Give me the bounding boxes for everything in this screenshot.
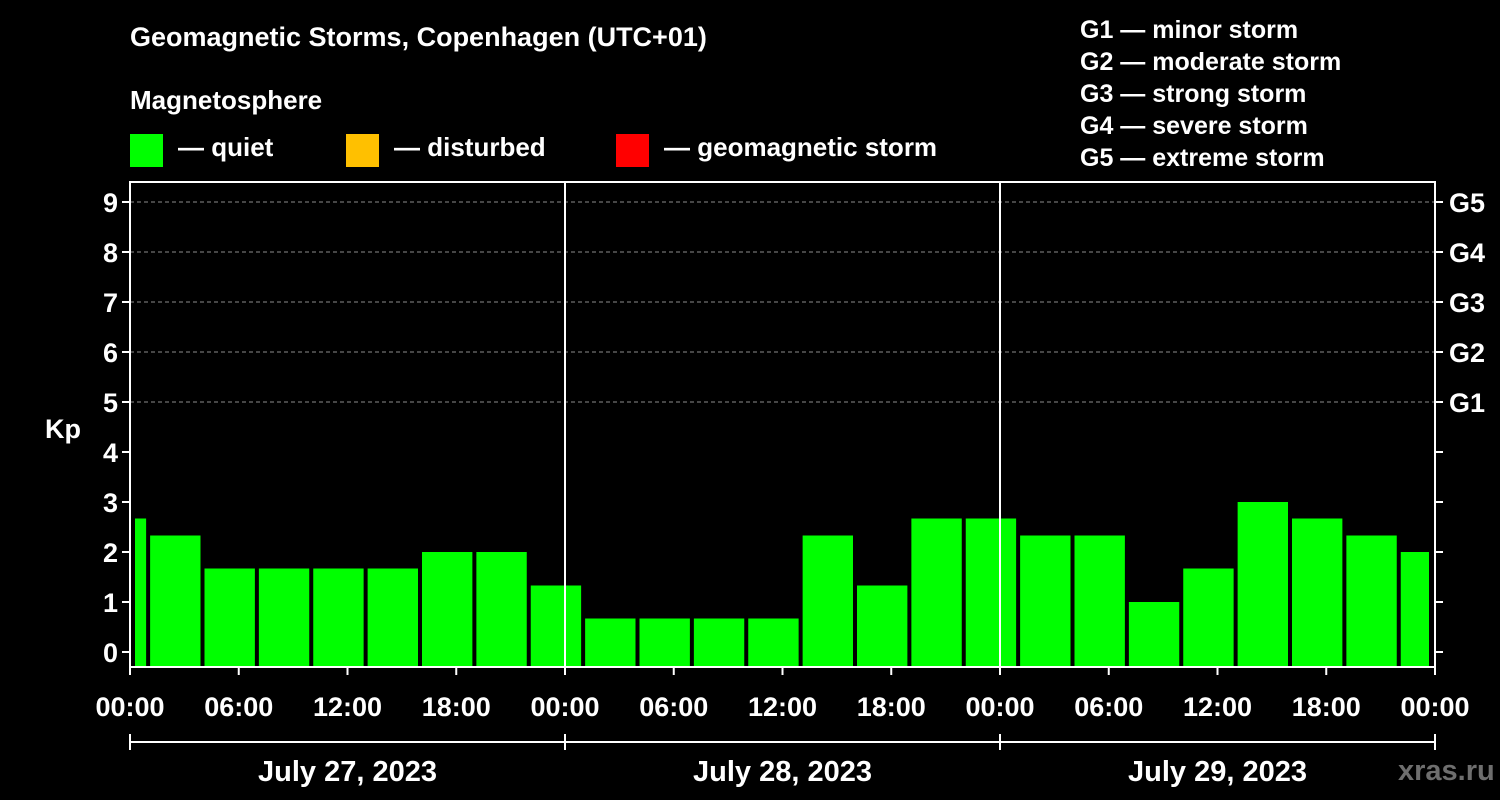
x-tick-label: 06:00 bbox=[1074, 692, 1143, 722]
kp-bar bbox=[1074, 535, 1125, 667]
kp-bar bbox=[965, 518, 1017, 667]
chart-title: Geomagnetic Storms, Copenhagen (UTC+01) bbox=[130, 22, 707, 52]
legend-label-quiet: — quiet bbox=[178, 132, 274, 162]
x-tick-label: 00:00 bbox=[530, 692, 599, 722]
g-scale-item-g2: G2 — moderate storm bbox=[1080, 48, 1342, 76]
y-tick-label: 0 bbox=[103, 638, 118, 668]
g-level-label: G2 bbox=[1449, 338, 1485, 368]
day-label: July 29, 2023 bbox=[1128, 756, 1307, 788]
kp-bar bbox=[476, 552, 527, 667]
g-scale-legend: G1 — minor storm G2 — moderate storm G3 … bbox=[1080, 14, 1341, 174]
y-tick-label: 7 bbox=[103, 288, 118, 318]
g-level-label: G4 bbox=[1449, 238, 1485, 268]
kp-bar bbox=[258, 568, 310, 667]
y-tick-label: 2 bbox=[103, 538, 118, 568]
kp-bar bbox=[1128, 602, 1180, 667]
y-tick-label: 1 bbox=[103, 588, 118, 618]
day-label: July 28, 2023 bbox=[693, 756, 872, 788]
kp-bar bbox=[135, 518, 147, 667]
y-axis-label: Kp bbox=[45, 414, 81, 444]
y-tick-label: 5 bbox=[103, 388, 118, 418]
legend-swatch-disturbed bbox=[346, 134, 379, 167]
legend-swatch-storm bbox=[616, 134, 649, 167]
grid-layer bbox=[130, 201, 1435, 403]
g-scale-item-g5: G5 — extreme storm bbox=[1080, 144, 1325, 172]
x-tick-label: 00:00 bbox=[965, 692, 1034, 722]
kp-bar bbox=[857, 585, 908, 667]
watermark: xras.ru bbox=[1398, 755, 1495, 787]
kp-bar bbox=[150, 535, 201, 667]
kp-bar bbox=[1020, 535, 1071, 667]
day-label: July 27, 2023 bbox=[258, 756, 437, 788]
kp-bar bbox=[1183, 568, 1234, 667]
y-tick-label: 9 bbox=[103, 188, 118, 218]
x-tick-label: 06:00 bbox=[204, 692, 273, 722]
x-tick-label: 12:00 bbox=[1183, 692, 1252, 722]
kp-bar bbox=[422, 552, 473, 667]
bar-layer bbox=[135, 502, 1429, 667]
kp-bar bbox=[1237, 502, 1288, 667]
kp-bar bbox=[639, 618, 690, 667]
x-tick-label: 18:00 bbox=[422, 692, 491, 722]
x-tick-label: 18:00 bbox=[1292, 692, 1361, 722]
kp-bar bbox=[367, 568, 418, 667]
kp-bar bbox=[313, 568, 364, 667]
kp-bar bbox=[802, 535, 853, 667]
g-scale-item-g1: G1 — minor storm bbox=[1080, 16, 1299, 44]
y-tick-label: 3 bbox=[103, 488, 118, 518]
kp-bar bbox=[1400, 552, 1429, 667]
y-tick-label: 8 bbox=[103, 238, 118, 268]
y-tick-label: 6 bbox=[103, 338, 118, 368]
legend-label-storm: — geomagnetic storm bbox=[664, 132, 938, 162]
g-level-label: G5 bbox=[1449, 188, 1485, 218]
kp-bar bbox=[585, 618, 636, 667]
kp-bar bbox=[204, 568, 255, 667]
x-tick-label: 12:00 bbox=[313, 692, 382, 722]
kp-bar bbox=[530, 585, 582, 667]
kp-bar bbox=[911, 518, 962, 667]
legend-label-disturbed: — disturbed bbox=[394, 132, 546, 162]
g-level-label: G1 bbox=[1449, 388, 1485, 418]
g-level-label: G3 bbox=[1449, 288, 1485, 318]
y-tick-label: 4 bbox=[103, 438, 118, 468]
kp-bar bbox=[1292, 518, 1343, 667]
x-tick-label: 12:00 bbox=[748, 692, 817, 722]
kp-bar bbox=[1346, 535, 1397, 667]
frame-layer bbox=[122, 181, 1443, 750]
g-scale-item-g3: G3 — strong storm bbox=[1080, 80, 1307, 108]
label-layer: 0 1 2 3 4 5 6 7 8 9 G1 G2 G3 G4 G5 00:00 06:00 12:00 18:00… bbox=[95, 188, 1485, 788]
x-tick-label: 18:00 bbox=[857, 692, 926, 722]
x-tick-label: 00:00 bbox=[1400, 692, 1469, 722]
legend-swatch-quiet bbox=[130, 134, 163, 167]
g-scale-item-g4: G4 — severe storm bbox=[1080, 112, 1308, 140]
x-tick-label: 00:00 bbox=[95, 692, 164, 722]
x-tick-label: 06:00 bbox=[639, 692, 708, 722]
kp-bar bbox=[693, 618, 745, 667]
magnetosphere-heading: Magnetosphere bbox=[130, 85, 323, 115]
kp-bar bbox=[748, 618, 799, 667]
